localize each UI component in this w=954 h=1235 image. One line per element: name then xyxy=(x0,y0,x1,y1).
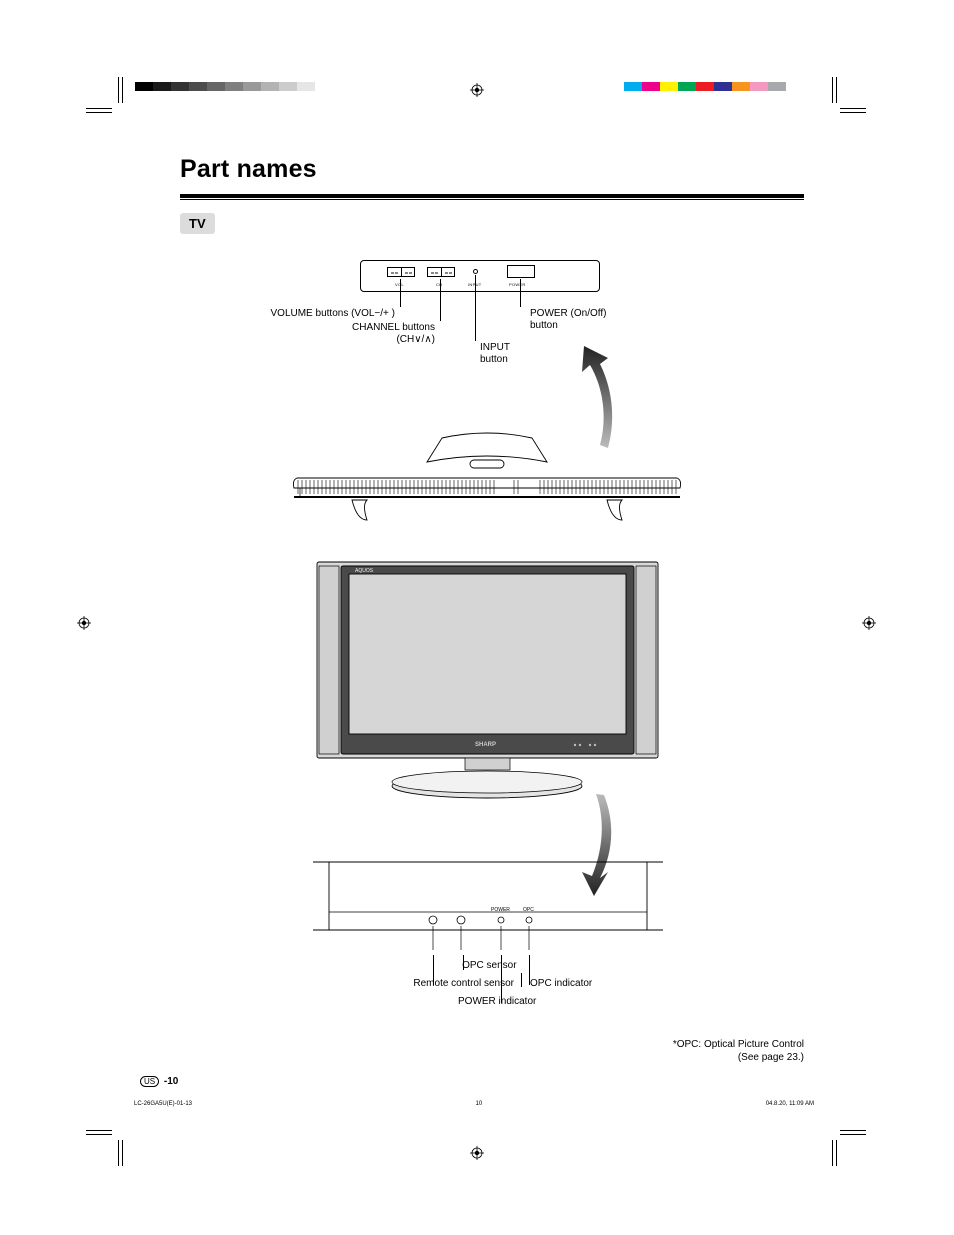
leader-line xyxy=(501,955,502,1003)
callout-remote-sensor-text: Remote control sensor xyxy=(413,978,514,989)
divider-line xyxy=(521,973,522,987)
callout-channel-line2: (CH∨/∧) xyxy=(396,334,435,345)
leader-line xyxy=(520,279,521,307)
aquos-text: AQUOS xyxy=(355,568,374,574)
callout-remote-sensor: Remote control sensor xyxy=(344,978,514,990)
tv-top-view xyxy=(292,430,682,540)
crop-mark xyxy=(840,108,866,109)
top-control-panel: VOL CH INPUT POWER xyxy=(360,260,600,315)
callout-volume: VOLUME buttons (VOL−/+ ) xyxy=(230,308,395,320)
callout-power-line1: POWER (On/Off) xyxy=(530,308,607,319)
page-title: Part names xyxy=(180,155,804,184)
callout-channel: CHANNEL buttons (CH∨/∧) xyxy=(295,322,435,346)
registration-mark-icon xyxy=(470,83,484,97)
callout-input: INPUT button xyxy=(480,342,510,366)
registration-mark-icon xyxy=(862,616,876,630)
callout-opc-indicator: OPC indicator xyxy=(530,978,592,990)
callout-power-line2: button xyxy=(530,320,558,331)
grey-calibration-bar xyxy=(135,82,333,91)
leader-line xyxy=(440,279,441,321)
footer-timestamp: 04.8.20, 11:09 AM xyxy=(766,1101,814,1107)
footnote-line2: (See page 23.) xyxy=(738,1052,804,1063)
channel-rocker xyxy=(427,267,455,277)
crop-mark xyxy=(832,1140,833,1166)
footnote-line1: *OPC: Optical Picture Control xyxy=(673,1039,804,1050)
svg-text:POWER: POWER xyxy=(491,907,510,913)
crop-mark xyxy=(836,1140,837,1166)
crop-mark xyxy=(86,112,112,113)
diagram-area: VOL CH INPUT POWER xyxy=(180,260,804,1130)
callout-channel-line1: CHANNEL buttons xyxy=(352,322,435,333)
crop-mark xyxy=(840,112,866,113)
crop-mark xyxy=(122,1140,123,1166)
leader-line xyxy=(529,955,530,985)
panel-power-label: POWER xyxy=(509,282,526,287)
tv-bottom-detail: POWER OPC xyxy=(313,860,663,950)
crop-mark xyxy=(840,1134,866,1135)
page-number: -10 xyxy=(164,1076,178,1087)
footnote: *OPC: Optical Picture Control (See page … xyxy=(584,1038,804,1148)
callout-input-line1: INPUT xyxy=(480,342,510,353)
sharp-text: SHARP xyxy=(475,742,496,748)
callout-power: POWER (On/Off) button xyxy=(530,308,607,332)
leader-line xyxy=(463,955,464,970)
crop-mark xyxy=(832,77,833,103)
page-content: Part names TV VOL CH xyxy=(180,155,804,1130)
page-number-prefix: US xyxy=(140,1076,159,1087)
page-number-area: US -10 xyxy=(140,1076,178,1087)
callout-input-line2: button xyxy=(480,354,508,365)
volume-rocker xyxy=(387,267,415,277)
footer-file: LC-26GA5U(E)-01-13 xyxy=(134,1101,192,1107)
crop-mark xyxy=(86,1134,112,1135)
callout-opc-sensor-text: OPC sensor xyxy=(462,960,516,971)
crop-mark xyxy=(86,108,112,109)
crop-mark xyxy=(118,77,119,103)
crop-mark xyxy=(122,77,123,103)
footer-page: 10 xyxy=(476,1101,483,1107)
panel-outline: VOL CH INPUT POWER xyxy=(360,260,600,292)
crop-mark xyxy=(836,77,837,103)
crop-mark xyxy=(118,1140,119,1166)
title-rule-thin xyxy=(180,199,804,200)
input-hole xyxy=(473,269,478,274)
title-rule-thick xyxy=(180,194,804,198)
svg-text:OPC: OPC xyxy=(523,907,534,913)
leader-line xyxy=(433,955,434,985)
section-label: TV xyxy=(180,213,215,234)
registration-mark-icon xyxy=(470,1146,484,1160)
leader-line xyxy=(475,275,476,341)
callout-power-indicator: POWER indicator xyxy=(458,996,536,1008)
tv-front-view: AQUOS SHARP xyxy=(315,560,660,810)
footer-meta: LC-26GA5U(E)-01-13 10 04.8.20, 11:09 AM xyxy=(134,1101,814,1107)
registration-mark-icon xyxy=(77,616,91,630)
crop-mark xyxy=(86,1130,112,1131)
power-button-shape xyxy=(507,265,535,278)
crop-mark xyxy=(840,1130,866,1131)
color-calibration-bar xyxy=(624,82,804,91)
leader-line xyxy=(400,279,401,307)
